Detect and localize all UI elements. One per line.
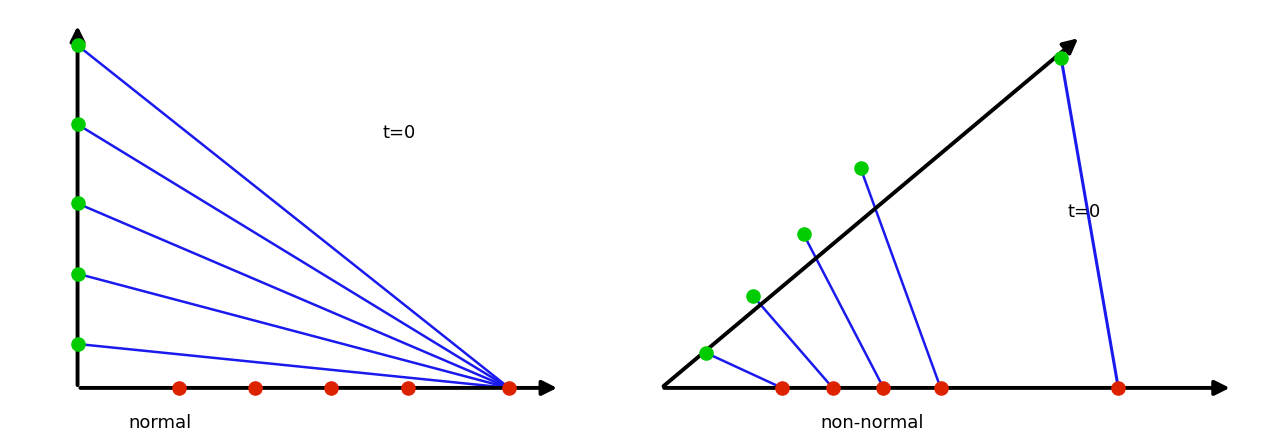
Point — [67, 121, 88, 128]
Point — [874, 385, 894, 392]
Point — [823, 385, 843, 392]
Point — [1108, 385, 1128, 392]
Point — [794, 231, 814, 238]
Point — [743, 292, 763, 299]
Point — [67, 270, 88, 277]
Point — [397, 385, 417, 392]
Point — [322, 385, 342, 392]
Point — [67, 340, 88, 347]
Text: t=0: t=0 — [1067, 203, 1100, 221]
Text: normal: normal — [128, 414, 192, 432]
Point — [67, 200, 88, 207]
Text: t=0: t=0 — [382, 124, 416, 142]
Point — [169, 385, 190, 392]
Text: non-normal: non-normal — [820, 414, 923, 432]
Point — [1051, 55, 1071, 62]
Point — [851, 165, 871, 172]
Point — [930, 385, 950, 392]
Point — [67, 42, 88, 49]
Point — [772, 385, 792, 392]
Point — [245, 385, 266, 392]
Point — [499, 385, 519, 392]
Point — [696, 349, 716, 356]
